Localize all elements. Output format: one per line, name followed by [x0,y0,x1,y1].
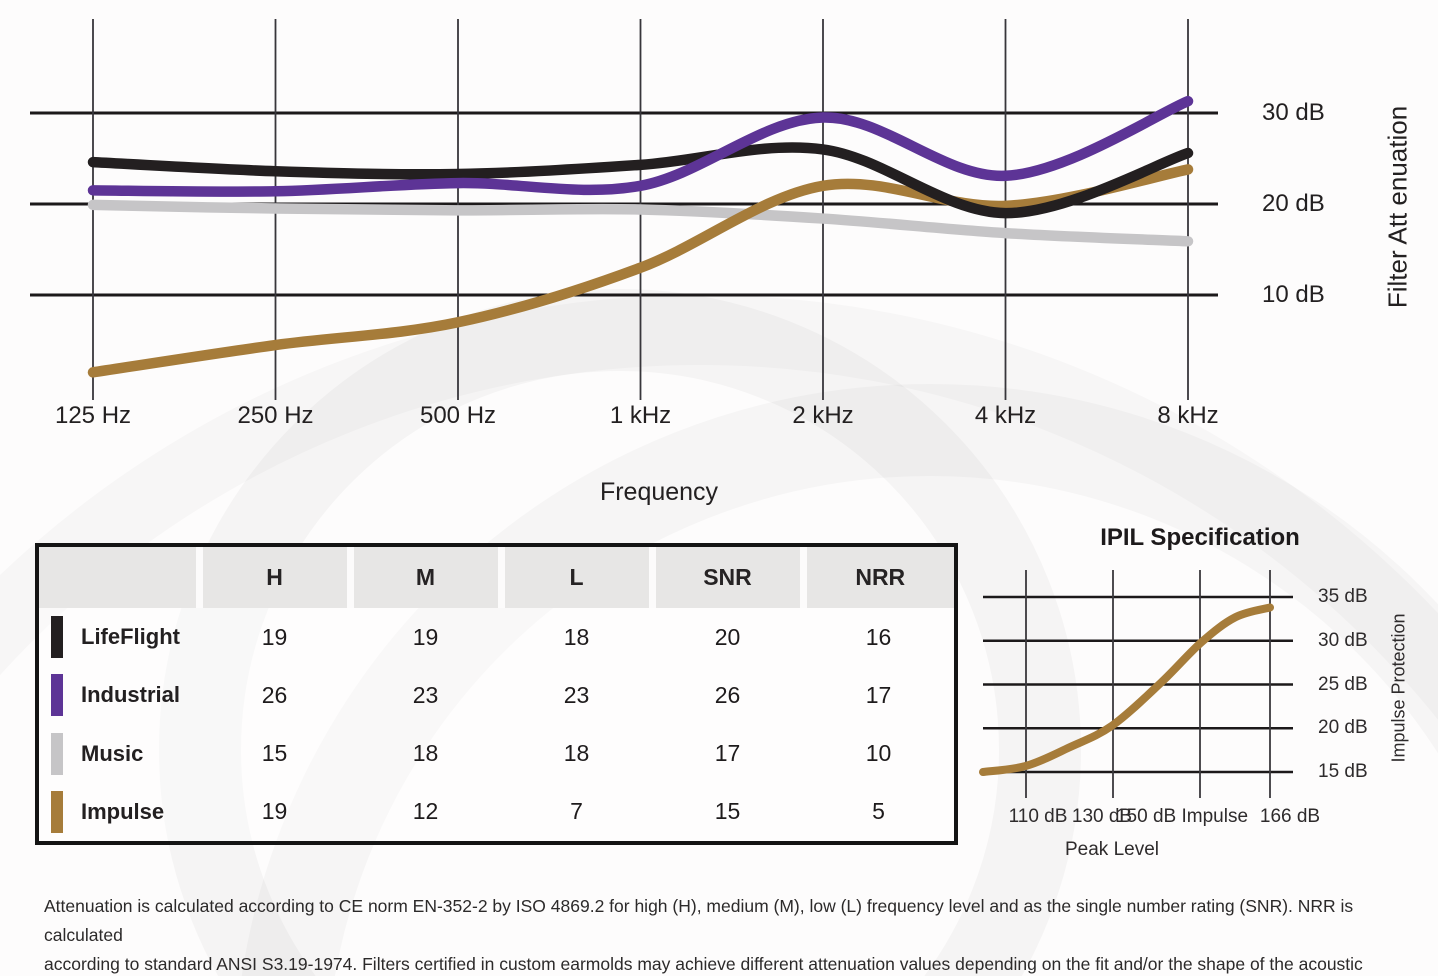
ipil-y-axis-title-impulse-protection: Impulse Protection [1388,613,1409,763]
ipil-xtick-2: 150 dB Impulse [1115,806,1249,827]
ipil-ytick-15: 15 dB [1318,761,1368,782]
table-cell-music-m: 18 [412,740,439,767]
freq-tick-8kHz: 8 kHz [1157,402,1219,429]
table-label-cell: Impulse [39,783,199,841]
x-axis-title-frequency: Frequency [599,478,719,506]
table-header-nrr: NRR [799,547,954,608]
ipil-chart-title: IPIL Specification [1100,524,1300,551]
legend-swatch-lifeflight [51,616,63,659]
freq-tick-2kHz: 2 kHz [792,402,854,429]
table-cell-music-h: 15 [261,740,288,767]
table-cell-lifeflight-l: 18 [563,623,590,650]
table-cell-impulse-snr: 15 [714,798,741,825]
ipil-ytick-35: 35 dB [1318,586,1368,607]
table-cell-lifeflight-h: 19 [261,623,288,650]
table-cell-industrial-h: 26 [261,681,288,708]
ipil-xtick-0: 110 dB [1008,806,1068,827]
table-cell-impulse-l: 7 [570,798,583,825]
footnote: Attenuation is calculated according to C… [44,892,1404,976]
attenuation-table-header: H M L SNR NRR [39,547,954,608]
ipil-xtick-3: 166 dB [1259,806,1321,827]
footnote-line-2: according to standard ANSI S3.19-1974. F… [44,954,1363,974]
table-cell-music-l: 18 [563,740,590,767]
table-header-h: H [195,547,350,608]
legend-swatch-music [51,732,63,775]
table-row-industrial: Industrial 26 23 23 26 17 [39,666,954,724]
ipil-x-axis-title-peak-level: Peak Level [1064,839,1160,860]
freq-tick-4kHz: 4 kHz [974,402,1037,429]
table-cell-industrial-l: 23 [563,681,590,708]
attenuation-table: H M L SNR NRR LifeFlight 19 19 18 20 16 Industrial… [35,543,958,845]
table-cell-impulse-h: 19 [261,798,288,825]
ipil-ytick-20: 20 dB [1318,717,1368,739]
footnote-line-1: Attenuation is calculated according to C… [44,896,1354,945]
table-cell-impulse-m: 12 [412,798,439,825]
table-row-impulse: Impulse 19 12 7 15 5 [39,783,954,841]
db-tick-20: 20 dB [1262,190,1325,217]
table-row-music: Music 15 18 18 17 10 [39,725,954,783]
table-header-legend-column [39,547,199,608]
table-cell-music-snr: 17 [714,740,741,767]
attenuation-table-grid: H M L SNR NRR LifeFlight 19 19 18 20 16 Industrial… [39,547,954,841]
table-label-cell: Music [39,725,199,783]
table-cell-music-nrr: 10 [865,740,892,767]
ipil-xtick-1: 130 dB [1071,806,1133,827]
table-cell-industrial-snr: 26 [714,681,741,708]
table-cell-lifeflight-m: 19 [412,623,439,650]
ipil-ytick-25: 25 dB [1318,673,1368,695]
table-cell-lifeflight-nrr: 16 [865,623,892,650]
row-label-lifeflight: LifeFlight [81,624,180,650]
table-header-snr: SNR [648,547,803,608]
table-row-lifeflight: LifeFlight 19 19 18 20 16 [39,608,954,666]
table-label-cell: Industrial [39,666,199,724]
table-label-cell: LifeFlight [39,608,199,666]
db-tick-10: 10 dB [1262,281,1325,308]
table-header-m: M [346,547,501,608]
table-cell-industrial-m: 23 [412,681,439,708]
freq-tick-500Hz: 500 Hz [419,402,497,429]
freq-tick-1kHz: 1 kHz [609,402,672,429]
legend-swatch-industrial [51,674,63,717]
freq-tick-125Hz: 125 Hz [54,402,132,429]
row-label-impulse: Impulse [81,798,165,824]
db-tick-30: 30 dB [1262,99,1325,126]
table-header-l: L [497,547,652,608]
ipil-ytick-30: 30 dB [1318,629,1368,651]
legend-swatch-impulse [51,790,63,833]
row-label-music: Music [81,740,144,766]
table-cell-impulse-nrr: 5 [872,798,885,825]
freq-tick-250Hz: 250 Hz [237,402,314,429]
table-cell-lifeflight-snr: 20 [714,623,741,650]
table-cell-industrial-nrr: 17 [865,681,892,708]
row-label-industrial: Industrial [81,682,181,708]
